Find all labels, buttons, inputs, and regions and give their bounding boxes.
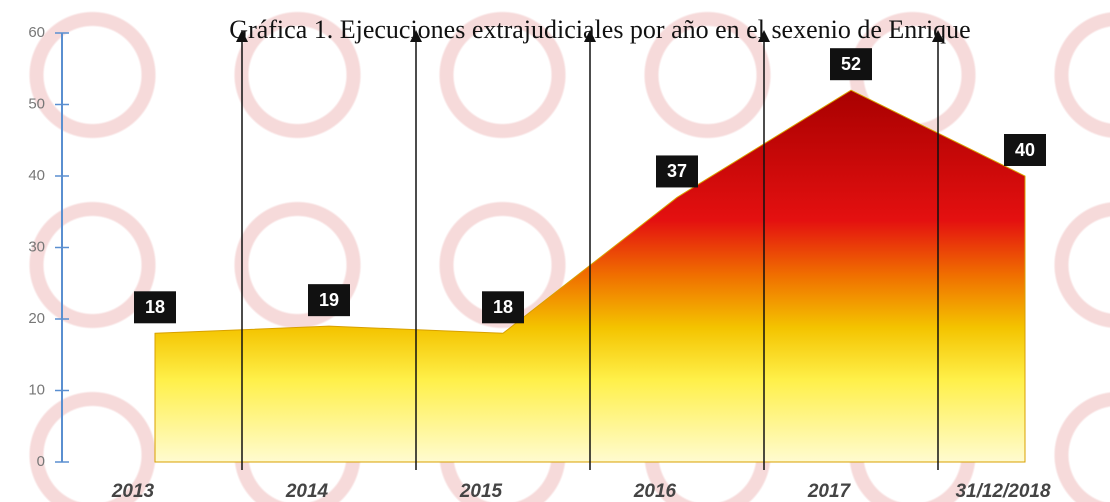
value-label: 19 [319, 290, 339, 310]
x-tick-label: 2016 [633, 481, 677, 502]
value-label: 18 [145, 297, 165, 317]
y-tick-label: 0 [37, 453, 45, 470]
y-tick-label: 60 [28, 24, 45, 41]
y-tick-label: 20 [28, 310, 45, 327]
x-tick-label: 2017 [807, 481, 852, 502]
x-tick-label: 31/12/2018 [955, 481, 1051, 502]
y-tick-label: 30 [28, 238, 45, 255]
x-tick-label: 2015 [459, 481, 503, 502]
value-label: 18 [493, 297, 513, 317]
chart: Gráfica 1. Ejecuciones extrajudiciales p… [0, 0, 1110, 502]
y-tick-label: 40 [28, 167, 45, 184]
y-tick-label: 50 [28, 95, 45, 112]
x-tick-label: 2014 [285, 481, 329, 502]
value-label: 37 [667, 161, 687, 181]
value-label: 52 [841, 54, 861, 74]
page: Gráfica 1. Ejecuciones extrajudiciales p… [0, 0, 1110, 502]
y-tick-label: 10 [28, 381, 45, 398]
value-label: 40 [1015, 140, 1035, 160]
chart-title: Gráfica 1. Ejecuciones extrajudiciales p… [229, 15, 970, 44]
x-tick-label: 2013 [111, 481, 155, 502]
